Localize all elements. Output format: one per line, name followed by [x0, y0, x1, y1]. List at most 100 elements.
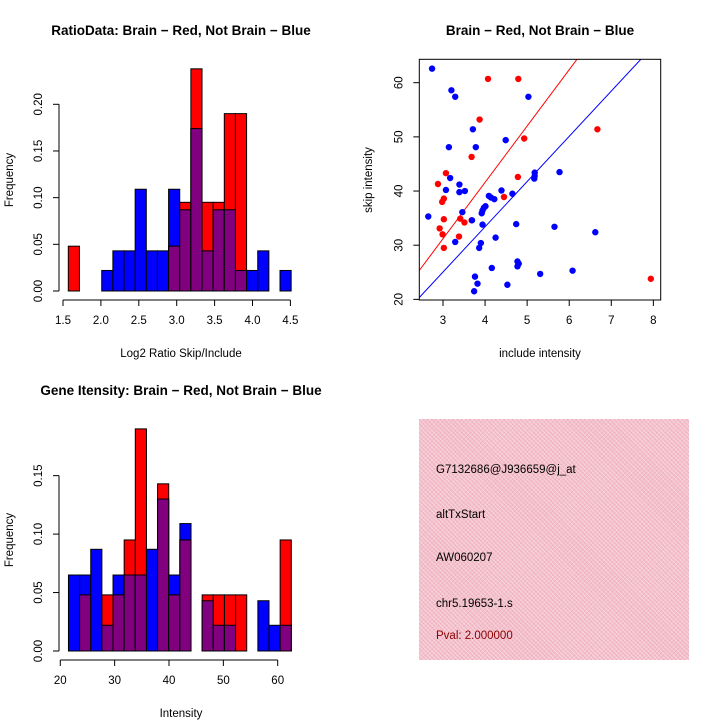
point-not-brain [569, 267, 576, 274]
point-brain [647, 275, 655, 282]
gene-intensity-ylabel: Frequency [4, 513, 16, 568]
event-type: altTxStart [436, 509, 486, 521]
y-tick-label: 50 [393, 130, 405, 143]
point-not-brain [536, 270, 544, 278]
x-tick-label: 40 [163, 675, 176, 687]
y-tick-label: 60 [393, 76, 405, 89]
x-tick-label: 6 [566, 315, 572, 327]
bar-overlap [234, 269, 248, 292]
ratio-histogram-axes: 1.5 2.0 2.5 3.0 3.5 4.0 4.5 0.00 0.05 0.10 0.15 0.2… [33, 93, 298, 327]
y-tick-label: 0.10 [33, 186, 45, 208]
point-brain [440, 244, 448, 252]
x-tick-label: 2.0 [93, 315, 109, 327]
point-not-brain [477, 239, 485, 247]
ratio-histogram-bars [67, 68, 292, 292]
bar-overlap [279, 624, 292, 652]
point-brain [436, 225, 443, 232]
bar-not-brain [268, 624, 281, 652]
scatter-marks [419, 59, 655, 298]
bar-overlap [223, 624, 237, 652]
bar-overlap [212, 209, 225, 292]
point-not-brain [446, 174, 454, 182]
x-tick-label: 3 [440, 315, 446, 327]
brain-fit-line [419, 59, 578, 271]
point-not-brain [442, 186, 450, 194]
bar-not-brain [90, 548, 103, 652]
bar-not-brain [145, 548, 159, 652]
accession: AW060207 [436, 552, 493, 564]
point-brain [594, 126, 601, 133]
x-tick-label: 20 [54, 675, 67, 687]
bar-overlap [179, 209, 192, 292]
bar-not-brain [134, 188, 147, 292]
bar-brain [235, 594, 248, 652]
point-brain [468, 153, 475, 161]
point-not-brain [592, 229, 599, 236]
point-not-brain [475, 244, 483, 252]
probe-id: G7132686@J936659@j_at [436, 464, 576, 476]
bar-overlap [223, 209, 236, 292]
bar-brain [234, 113, 248, 292]
ratio-histogram-ylabel: Frequency [4, 153, 16, 208]
x-tick-label: 4 [482, 315, 489, 327]
scatter-xlabel: include intensity [499, 348, 581, 360]
point-not-brain [514, 263, 521, 270]
x-tick-label: 60 [271, 675, 284, 687]
point-not-brain [556, 168, 563, 176]
gene-intensity-xlabel: Intensity [160, 708, 203, 720]
bar-overlap [201, 250, 214, 292]
point-brain [514, 173, 522, 181]
point-brain [442, 169, 450, 177]
point-brain [457, 215, 464, 222]
x-tick-label: 3.5 [207, 315, 223, 327]
y-tick-label: 0.00 [33, 640, 45, 662]
bar-not-brain [101, 269, 114, 292]
x-tick-label: 3.0 [169, 315, 185, 327]
bar-overlap [190, 128, 203, 292]
point-not-brain [456, 188, 463, 196]
x-tick-label: 5 [524, 315, 530, 327]
bar-not-brain [246, 269, 259, 292]
point-not-brain [469, 126, 477, 133]
bar-not-brain [67, 574, 81, 652]
x-tick-label: 4.0 [245, 315, 261, 327]
point-not-brain [474, 280, 481, 287]
bar-overlap [134, 574, 147, 652]
bar-overlap [123, 574, 136, 652]
bar-not-brain [279, 269, 292, 292]
point-not-brain [491, 195, 498, 203]
gene-intensity-axes: 20 30 40 50 60 0.00 0.05 0.10 0.15 [33, 464, 284, 687]
point-not-brain [461, 187, 469, 195]
gene-intensity-title: Gene Itensity: Brain − Red, Not Brain − … [40, 383, 322, 398]
point-brain [476, 116, 483, 123]
point-not-brain [448, 87, 455, 94]
point-not-brain [459, 208, 466, 216]
point-brain [520, 135, 528, 142]
bar-brain [67, 245, 80, 292]
point-brain [440, 216, 448, 223]
ratio-histogram-title: RatioData: Brain − Red, Not Brain − Blue [51, 23, 311, 38]
point-not-brain [452, 238, 459, 246]
point-brain [434, 180, 442, 188]
point-not-brain [425, 213, 432, 220]
x-tick-label: 30 [108, 675, 121, 687]
point-brain [439, 231, 446, 238]
x-tick-label: 4.5 [282, 315, 298, 327]
y-tick-label: 20 [393, 293, 405, 306]
ratio-histogram-panel: RatioData: Brain − Red, Not Brain − Blue… [4, 23, 311, 360]
point-not-brain [492, 234, 499, 241]
bar-overlap [112, 594, 125, 652]
bar-overlap [79, 594, 92, 652]
point-not-brain [509, 190, 516, 197]
point-not-brain [513, 220, 520, 228]
point-brain [461, 219, 468, 226]
x-tick-label: 2.5 [131, 315, 147, 327]
point-not-brain [525, 93, 532, 100]
scatter-plot-box [418, 58, 662, 301]
y-tick-label: 30 [393, 239, 405, 252]
point-not-brain [504, 281, 511, 288]
x-tick-label: 8 [650, 315, 656, 327]
bar-not-brain [257, 250, 270, 292]
